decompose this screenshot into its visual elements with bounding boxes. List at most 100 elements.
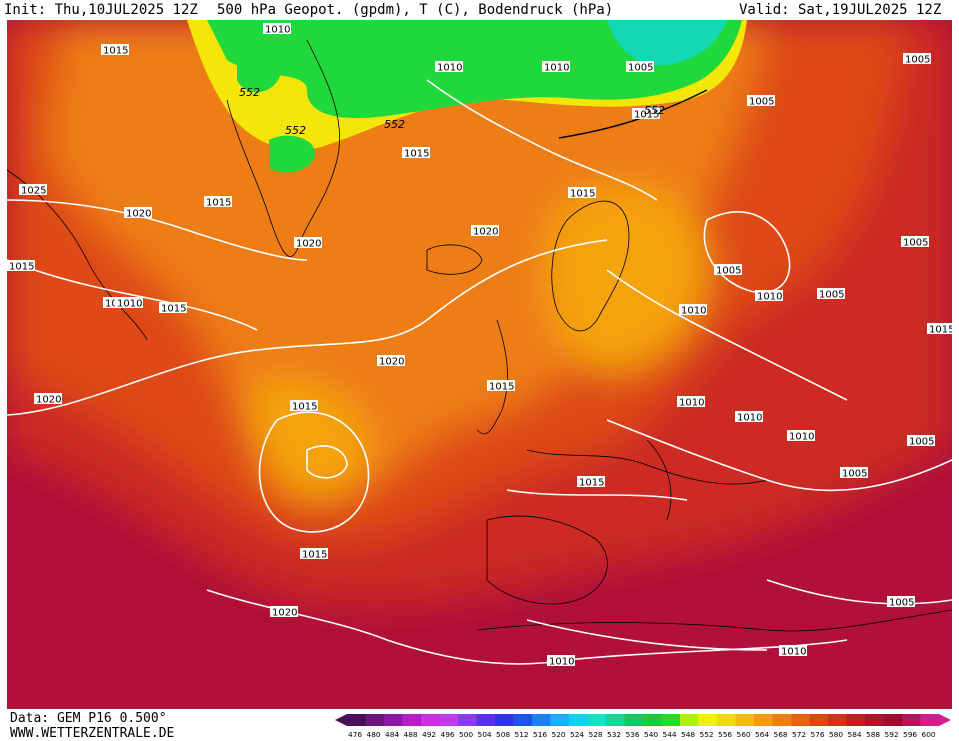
coast-iceland [426,244,483,275]
isobar-label: 1015 [300,548,328,561]
colorbar-swatch [606,714,625,726]
colorbar-swatch [550,714,569,726]
svg-text:1015: 1015 [929,325,952,336]
colorbar-swatch [587,714,606,726]
coast-britain [476,319,508,435]
colorbar-swatch [920,714,939,726]
isobar-1015-west [7,259,258,331]
isobar-label: 1015 [568,187,596,200]
isobar-label: 1015 [7,260,35,273]
isobar-label: 1015 [402,147,430,160]
svg-text:1015: 1015 [302,550,327,561]
isobar-label: 1010 [547,655,575,668]
coastlines [7,39,952,632]
colorbar-swatch [846,714,865,726]
svg-text:1015: 1015 [9,262,34,273]
svg-text:1015: 1015 [489,382,514,393]
svg-text:1015: 1015 [103,46,128,57]
svg-text:1010: 1010 [437,63,462,74]
geopotential-label: 552 [239,86,260,99]
isobar-1005-russia [703,211,791,294]
colorbar-swatch [624,714,643,726]
svg-text:1005: 1005 [716,266,741,277]
svg-text:1020: 1020 [296,239,321,250]
field-green-greenland [269,135,316,173]
isobar-label: 1010 [677,396,705,409]
svg-text:1005: 1005 [905,55,930,66]
field-green [207,20,742,119]
svg-text:1010: 1010 [544,63,569,74]
colorbar-label: 500 [459,730,473,739]
coast-iberia [486,515,608,605]
svg-text:1010: 1010 [265,25,290,36]
svg-text:1015: 1015 [161,304,186,315]
colorbar-swatch [791,714,810,726]
svg-text:1015: 1015 [570,189,595,200]
isobar-label: 1010 [435,61,463,74]
isobar-label: 1025 [19,184,47,197]
map-header: Init: Thu,10JUL2025 12Z 500 hPa Geopot. … [0,0,959,20]
colorbar-label: 580 [829,730,843,739]
isobar-label: 1005 [626,61,654,74]
isobar-1015-inner [306,445,348,479]
colorbar-swatch [717,714,736,726]
isobar-label: 1005 [901,236,929,249]
svg-text:1005: 1005 [628,63,653,74]
colorbar-swatch [532,714,551,726]
colorbar-swatch [365,714,384,726]
colorbar-swatch [402,714,421,726]
colorbar-label: 540 [644,730,658,739]
isobar-label: 1010 [787,430,815,443]
colorbar-label: 556 [718,730,732,739]
svg-text:1010: 1010 [117,299,142,310]
colorbar-label: 564 [755,730,769,739]
colorbar-swatch [809,714,828,726]
svg-text:1010: 1010 [757,292,782,303]
weather-map: 1010 1015 1010 1005 1010 1005 1015 1005 1025 1020… [7,20,952,709]
colorbar-label: 548 [681,730,695,739]
colorbar-swatch [347,714,366,726]
isobar-label: 1015 [204,196,232,209]
colorbar-swatch [883,714,902,726]
isobar-1015-arctic [426,79,658,201]
isobar-1015-low [258,411,370,533]
coast-greenland [226,39,341,257]
colorbar-label: 592 [885,730,899,739]
isobar-label: 1010 [679,304,707,317]
colorbar-label: 512 [515,730,529,739]
isobar-label: 1005 [887,596,915,609]
field-light-orange-west [248,378,371,500]
colorbar-label: 488 [404,730,418,739]
svg-text:1010: 1010 [679,398,704,409]
coast-north-africa [476,609,952,632]
svg-text:1025: 1025 [21,186,46,197]
website: WWW.WETTERZENTRALE.DE [10,726,175,741]
coast-scandinavia [551,200,630,332]
colorbar-swatch [569,714,588,726]
isobar-label: 1015 [577,476,605,489]
colorbar-label: 576 [811,730,825,739]
colorbar-swatch [661,714,680,726]
colorbar-swatch [643,714,662,726]
colorbar-label: 528 [589,730,603,739]
isobar-label: 1020 [270,606,298,619]
svg-text:1010: 1010 [549,657,574,668]
geopotential-label: 552 [644,104,665,117]
colorbar-label: 516 [533,730,547,739]
colorbar-label: 492 [422,730,436,739]
svg-text:1015: 1015 [579,478,604,489]
svg-text:1005: 1005 [903,238,928,249]
colorbar-min-arrow [335,714,347,726]
isobar-label: 1010 [735,411,763,424]
colorbar-swatch [698,714,717,726]
colorbar-label: 536 [626,730,640,739]
svg-text:1015: 1015 [292,402,317,413]
isobar-label: 1015 [290,400,318,413]
colorbar-label: 508 [496,730,510,739]
isobar-label: 1010 [115,297,143,310]
colorbar-swatch [439,714,458,726]
colorbar-swatch [902,714,921,726]
colorbar: 476 480 484 488 492 496 500 504 508 512 516 520 524 5… [335,714,951,739]
svg-text:1020: 1020 [473,227,498,238]
geopotential-label: 552 [384,118,405,131]
